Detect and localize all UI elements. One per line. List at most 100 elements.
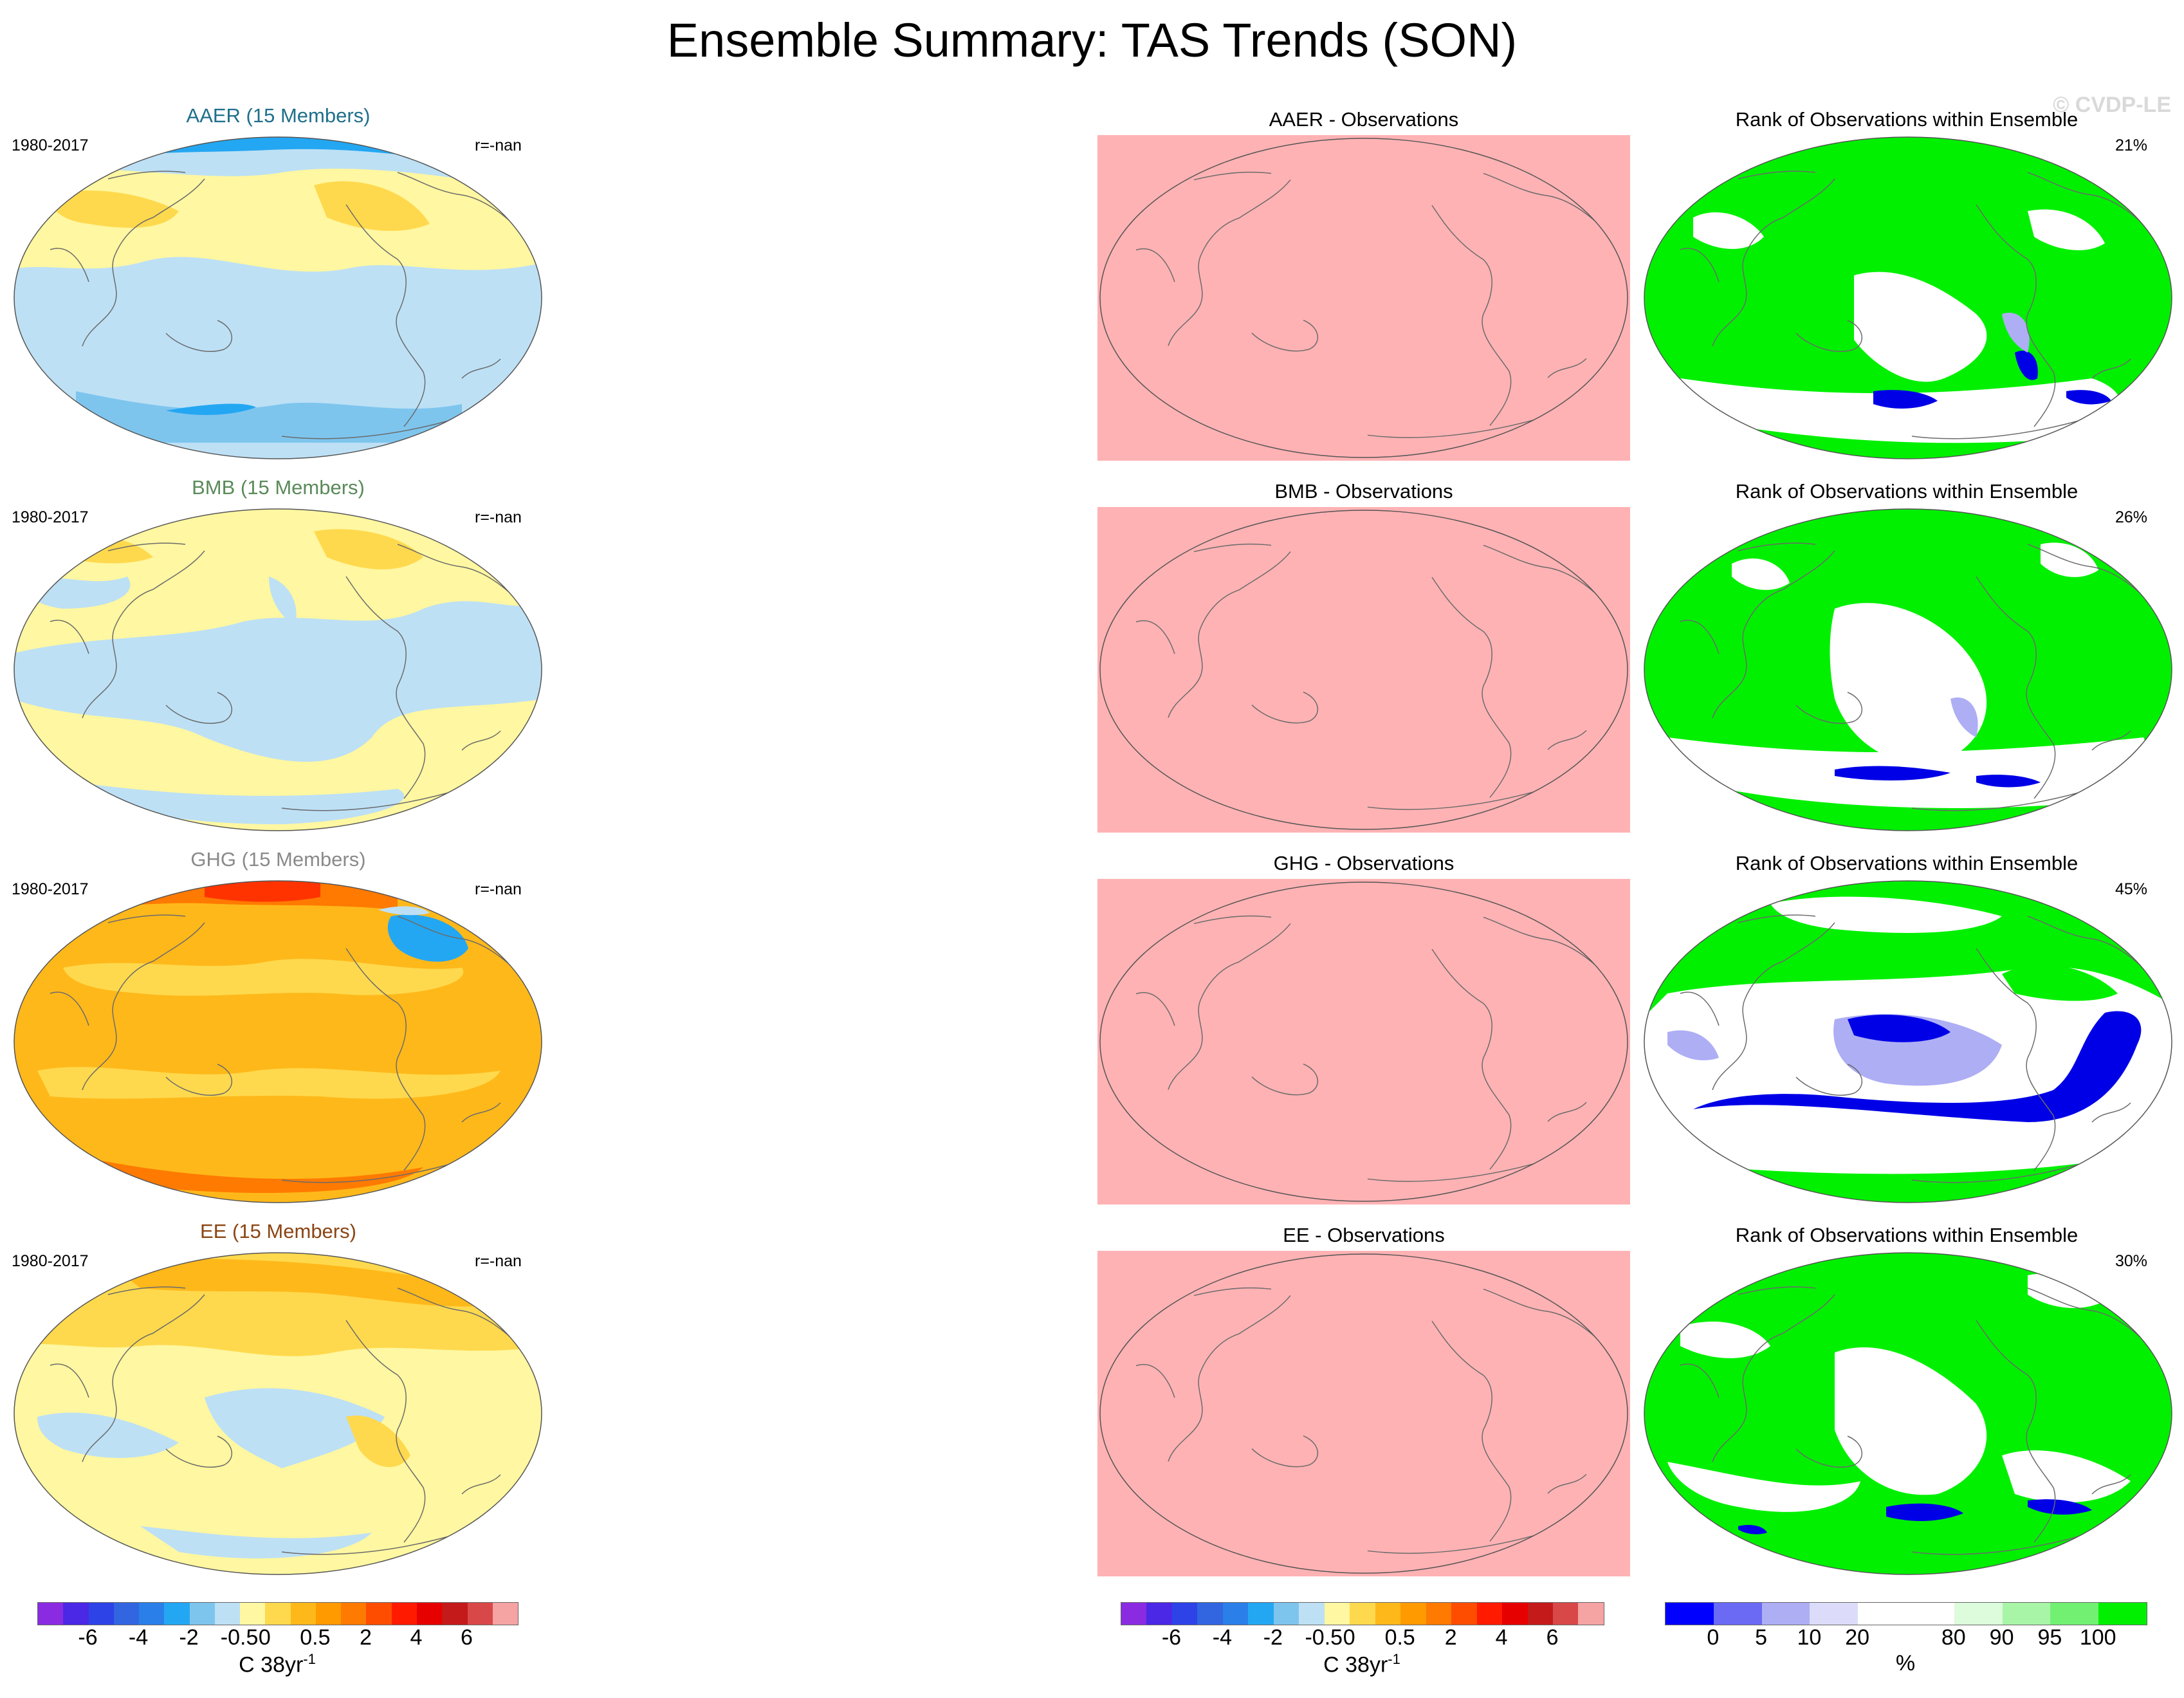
coastline (1251, 1435, 1319, 1468)
coastline (1712, 550, 1835, 719)
colorbar-swatch (1858, 1603, 1906, 1625)
coastline (2027, 1287, 2151, 1347)
coastline (1431, 205, 1512, 426)
coastline (281, 416, 463, 439)
coastline (1911, 1160, 2093, 1183)
ghg-rank-map (1642, 878, 2174, 1206)
coastline (1168, 923, 1291, 1090)
colorbar-swatch (1426, 1603, 1452, 1625)
colorbar-tick-label: -2 (179, 1625, 199, 1650)
ee-rank-title: Rank of Observations within Ensemble (1735, 1224, 2078, 1246)
ghg-observations-title: GHG - Observations (1273, 852, 1454, 874)
aaer-ensemble-title: AAER (15 Members) (186, 104, 371, 127)
coastline (1547, 358, 1587, 378)
coastline (2027, 172, 2151, 231)
coastline (1712, 922, 1835, 1091)
colorbar-tick-label: 6 (461, 1625, 473, 1650)
rank-field-region (1830, 603, 1987, 764)
observation-fill (1097, 135, 1630, 461)
coastline (165, 692, 233, 724)
colorbar-tick-label: -0.5 (220, 1625, 259, 1650)
bmb-trend-map (12, 506, 544, 834)
bmb-rank-title: Rank of Observations within Ensemble (1735, 480, 2078, 503)
coastline (1795, 692, 1863, 724)
trend-field-region (63, 959, 464, 996)
colorbar-swatch (2050, 1603, 2099, 1625)
coastline (397, 1287, 520, 1347)
ghg-trend-map (12, 878, 544, 1206)
coastline (1911, 788, 2093, 811)
coastline (1251, 1064, 1319, 1096)
colorbar-tick-label: 0.5 (300, 1625, 331, 1650)
coastline (1168, 1295, 1291, 1462)
rank-field-region (1835, 766, 1950, 780)
coastline (2027, 544, 2151, 603)
units-text: C 38yr (1323, 1652, 1388, 1677)
bmb-correlation-label: r=-nan (475, 508, 522, 526)
ee-observations-title: EE - Observations (1283, 1224, 1445, 1246)
coastline (1367, 1159, 1548, 1182)
coastline (461, 730, 501, 751)
coastline (1135, 248, 1175, 282)
colorbar-tick-label: 0 (258, 1625, 271, 1650)
colorbar-swatch (442, 1603, 468, 1625)
coastline (1193, 543, 1272, 553)
trend-field-region (314, 529, 423, 569)
colorbar-swatch (416, 1603, 443, 1625)
globe-outline (1644, 1252, 2172, 1575)
aaer-correlation-label: r=-nan (475, 136, 522, 154)
coastline (1738, 171, 1816, 180)
coastline (1911, 1532, 2093, 1555)
rank-field-region (1848, 1014, 1950, 1042)
rank-field-region (2041, 542, 2098, 577)
rank-field-region (1873, 390, 1938, 409)
bmb-rank-percent: 26% (2115, 508, 2148, 526)
rank-field-region (1693, 212, 1764, 249)
rank-field-region (1770, 896, 2002, 933)
colorbar-swatch (1299, 1603, 1325, 1625)
coastline (1976, 948, 2056, 1171)
colorbar-swatch (63, 1603, 89, 1625)
coastline (281, 1532, 463, 1555)
coastline (1976, 576, 2056, 799)
colorbar-tick-label: 0 (1343, 1625, 1355, 1650)
rank-field-region (1738, 1525, 1767, 1535)
rank-field-region (1976, 775, 2041, 788)
coastline (1367, 787, 1548, 810)
colorbar-swatch (1273, 1603, 1299, 1625)
trend-field-region (269, 577, 297, 628)
coastline (1795, 320, 1863, 352)
coastline (461, 358, 501, 379)
globe-outline (1644, 508, 2172, 831)
rank-field-region (1854, 272, 1987, 382)
coastline (1367, 415, 1548, 438)
colorbar-tick-label: 4 (1495, 1625, 1508, 1650)
colorbar-swatch (1578, 1603, 1604, 1625)
colorbar-swatch (214, 1603, 241, 1625)
colorbar-swatch (1324, 1603, 1350, 1625)
coastline (165, 1064, 233, 1096)
coastline (1738, 542, 1816, 551)
colorbar-swatch (1810, 1603, 1858, 1625)
trend-field-region (37, 1412, 179, 1458)
coastline (107, 914, 186, 923)
colorbar-swatch (1502, 1603, 1528, 1625)
figure-title: Ensemble Summary: TAS Trends (SON) (666, 14, 1518, 67)
bmb-observations-title: BMB - Observations (1274, 480, 1453, 503)
colorbar-swatch (1552, 1603, 1579, 1625)
colorbar-tick-label: 2 (1444, 1625, 1457, 1650)
aaer-observations-map (1097, 135, 1630, 461)
colorbar-tick-label: 0.5 (1384, 1625, 1415, 1650)
coastline (1680, 992, 1720, 1026)
colorbar-swatch (315, 1603, 342, 1625)
coastline (2027, 916, 2151, 975)
colorbar-swatch (366, 1603, 392, 1625)
rank-field-region (2028, 1499, 2092, 1515)
globe-outline (14, 880, 542, 1203)
coastline (345, 576, 426, 799)
coastline (1547, 1102, 1587, 1122)
coastline (1976, 1320, 2056, 1543)
colorbar-swatch (1905, 1603, 1954, 1625)
colorbar-tick-label: 2 (359, 1625, 372, 1650)
coastline (1483, 172, 1606, 232)
